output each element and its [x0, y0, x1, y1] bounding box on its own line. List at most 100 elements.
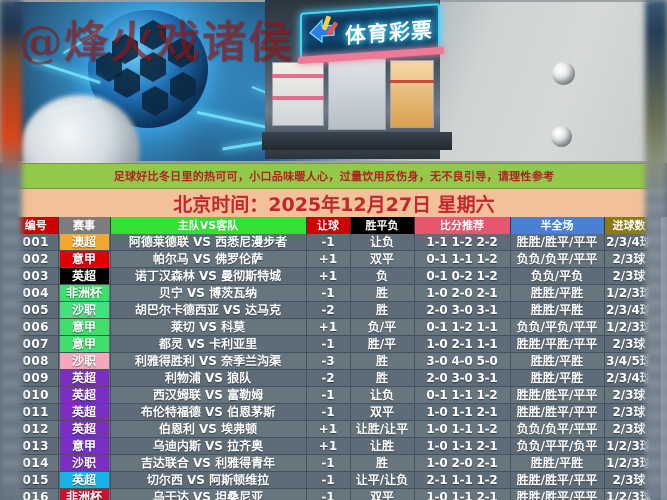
table-row[interactable]: 008 沙职 利雅得胜利 VS 奈季兰沟渠 -3 胜 3-0 4-0 5-0 胜胜/平胜 3/… — [14, 352, 654, 370]
slogan-text: 足球好比冬日里的热可可，小口品味暖人心，过量饮用反伤身，无不良引导，请理性参考 — [113, 170, 555, 183]
table-row[interactable]: 003 英超 诺丁汉森林 VS 曼彻斯特城 +1 负 0-1 0-2 1-2 负负/平负 2/… — [14, 267, 654, 285]
cell-score: 0-1 0-2 1-2 — [414, 267, 511, 285]
cell-teams: 莱切 VS 科莫 — [110, 318, 307, 336]
league-badge: 沙职 — [59, 302, 109, 318]
league-badge: 英超 — [59, 387, 109, 403]
table-row[interactable]: 014 沙职 吉达联合 VS 利雅得青年 -1 胜 1-0 2-0 2-1 胜胜/平胜 1/2… — [14, 454, 654, 472]
cell-teams: 布伦特福德 VS 伯恩茅斯 — [110, 403, 307, 421]
cell-league: 英超 — [58, 386, 111, 404]
column-header-league[interactable]: 赛事 — [58, 217, 111, 234]
table-row[interactable]: 002 意甲 帕尔马 VS 佛罗伦萨 +1 双平 0-1 1-1 1-2 负负/负平/平平 2… — [14, 250, 654, 268]
cell-half: 胜胜/平胜/平平 — [510, 335, 605, 353]
league-badge: 意甲 — [59, 251, 109, 267]
table-row[interactable]: 011 英超 布伦特福德 VS 伯恩茅斯 -1 双平 1-0 1-1 2-1 胜胜/胜平/平… — [14, 403, 654, 421]
cell-score: 1-1 1-2 2-2 — [414, 234, 511, 251]
table-row[interactable]: 004 非洲杯 贝宁 VS 博茨瓦纳 -1 胜 1-0 2-0 2-1 胜胜/平胜 1/2/3… — [14, 284, 654, 302]
cell-hcp: +1 — [306, 437, 351, 455]
match-table-container[interactable]: 编号 赛事 主队VS客队 让球 胜平负 比分推荐 半全场 进球数 001 澳超 阿德… — [14, 217, 654, 500]
column-header-handicap[interactable]: 让球 — [306, 217, 351, 234]
table-row[interactable]: 015 英超 切尔西 VS 阿斯顿维拉 -1 让平/让负 2-1 1-1 1-2 胜胜/胜平… — [14, 471, 654, 489]
cell-half: 负负/负平/平平 — [510, 420, 605, 438]
football-small-bottom — [551, 126, 572, 147]
cell-no: 003 — [14, 267, 59, 285]
cell-no: 011 — [14, 403, 59, 421]
cell-half: 负负/平平/负平 — [510, 437, 605, 455]
cell-wdl: 让负 — [350, 386, 415, 404]
column-header-score[interactable]: 比分推荐 — [414, 217, 511, 234]
table-row[interactable]: 013 意甲 乌迪内斯 VS 拉齐奥 +1 让胜 1-0 1-1 2-1 负负/平平/负平 1… — [14, 437, 654, 455]
cell-wdl: 胜 — [350, 369, 415, 387]
table-row[interactable]: 001 澳超 阿德莱德联 VS 西悉尼漫步者 -1 让负 1-1 1-2 2-2 胜胜/胜平… — [14, 234, 654, 251]
cell-goals: 2/3球 — [604, 471, 654, 489]
cell-score: 0-1 1-2 1-1 — [414, 318, 511, 336]
cell-league: 意甲 — [58, 250, 111, 268]
cell-wdl: 让负 — [350, 234, 415, 251]
league-badge: 意甲 — [59, 438, 109, 454]
table-row[interactable]: 010 英超 西汉姆联 VS 富勒姆 -1 让负 0-1 1-1 1-2 胜胜/胜平/平平 2… — [14, 386, 654, 404]
cell-half: 胜胜/平胜 — [510, 454, 605, 472]
league-badge: 沙职 — [59, 455, 109, 471]
column-header-halftime[interactable]: 半全场 — [510, 217, 605, 234]
cell-no: 002 — [14, 250, 59, 268]
cell-score: 1-0 1-1 2-1 — [414, 488, 511, 500]
league-badge: 意甲 — [59, 319, 109, 335]
cell-league: 意甲 — [58, 437, 111, 455]
lottery-arrow-icon — [309, 15, 339, 44]
cell-hcp: -1 — [306, 335, 351, 353]
cell-score: 1-0 2-0 2-1 — [414, 284, 511, 302]
slogan-bar: 足球好比冬日里的热可可，小口品味暖人心，过量饮用反伤身，无不良引导，请理性参考 — [14, 163, 654, 189]
cell-hcp: +1 — [306, 318, 351, 336]
cell-teams: 乌迪内斯 VS 拉齐奥 — [110, 437, 307, 455]
cell-goals: 1/2/3球 — [604, 488, 654, 500]
league-badge: 非洲杯 — [59, 489, 109, 500]
cell-no: 012 — [14, 420, 59, 438]
cell-goals: 2/3球 — [604, 335, 654, 353]
cell-teams: 利雅得胜利 VS 奈季兰沟渠 — [110, 352, 307, 370]
table-row[interactable]: 016 非洲杯 乌干达 VS 坦桑尼亚 -1 双平 1-0 1-1 2-1 胜胜/胜平/平平… — [14, 488, 654, 500]
cell-hcp: -1 — [306, 234, 351, 251]
cell-teams: 帕尔马 VS 佛罗伦萨 — [110, 250, 307, 268]
column-header-teams[interactable]: 主队VS客队 — [110, 217, 307, 234]
match-table-body: 001 澳超 阿德莱德联 VS 西悉尼漫步者 -1 让负 1-1 1-2 2-2 胜胜/胜平… — [14, 234, 654, 500]
league-badge: 英超 — [59, 404, 109, 420]
cell-goals: 2/3/4球 — [604, 301, 654, 319]
header-banner-image: 体育彩票 @烽火戏诸侯 — [0, 0, 667, 163]
cell-score: 0-1 1-1 1-2 — [414, 386, 511, 404]
cell-league: 英超 — [58, 267, 111, 285]
table-row[interactable]: 007 意甲 都灵 VS 卡利亚里 -1 胜/平 1-0 2-1 1-1 胜胜/平胜/平平 2… — [14, 335, 654, 353]
league-badge: 英超 — [59, 268, 109, 284]
cell-goals: 2/3球 — [604, 386, 654, 404]
table-row[interactable]: 005 沙职 胡巴尔卡德西亚 VS 达马克 -2 胜 2-0 3-0 3-1 胜胜/平胜 2/… — [14, 301, 654, 319]
vertical-scrollbar[interactable] — [661, 217, 667, 500]
league-badge: 意甲 — [59, 336, 109, 352]
cell-hcp: -1 — [306, 471, 351, 489]
football-small-top — [552, 62, 575, 85]
cell-half: 胜胜/平胜 — [510, 301, 605, 319]
cell-no: 009 — [14, 369, 59, 387]
table-row[interactable]: 009 英超 利物浦 VS 狼队 -2 胜 2-0 3-0 3-1 胜胜/平胜 2/3/4球 — [14, 369, 654, 387]
cell-no: 005 — [14, 301, 59, 319]
cell-goals: 1/2/3球 — [604, 318, 654, 336]
cell-wdl: 胜 — [350, 454, 415, 472]
cell-teams: 诺丁汉森林 VS 曼彻斯特城 — [110, 267, 307, 285]
table-row[interactable]: 012 英超 伯恩利 VS 埃弗顿 +1 让胜/让平 1-0 1-1 1-2 负负/负平/平… — [14, 420, 654, 438]
cell-wdl: 双平 — [350, 488, 415, 500]
column-header-goals[interactable]: 进球数 — [604, 217, 654, 234]
league-badge: 非洲杯 — [59, 285, 109, 301]
league-badge: 英超 — [59, 421, 109, 437]
column-header-wdl[interactable]: 胜平负 — [350, 217, 415, 234]
cell-score: 2-1 1-1 1-2 — [414, 471, 511, 489]
league-badge: 英超 — [59, 472, 109, 488]
cell-teams: 伯恩利 VS 埃弗顿 — [110, 420, 307, 438]
cell-hcp: -1 — [306, 386, 351, 404]
cell-league: 沙职 — [58, 454, 111, 472]
cell-teams: 利物浦 VS 狼队 — [110, 369, 307, 387]
cell-half: 胜胜/胜平/平平 — [510, 234, 605, 251]
cell-league: 澳超 — [58, 234, 111, 251]
cell-hcp: -1 — [306, 488, 351, 500]
cell-goals: 2/3/4球 — [604, 234, 654, 251]
cell-no: 008 — [14, 352, 59, 370]
column-header-no[interactable]: 编号 — [14, 217, 59, 234]
table-row[interactable]: 006 意甲 莱切 VS 科莫 +1 负/平 0-1 1-2 1-1 负负/平负/平平 1/2… — [14, 318, 654, 336]
